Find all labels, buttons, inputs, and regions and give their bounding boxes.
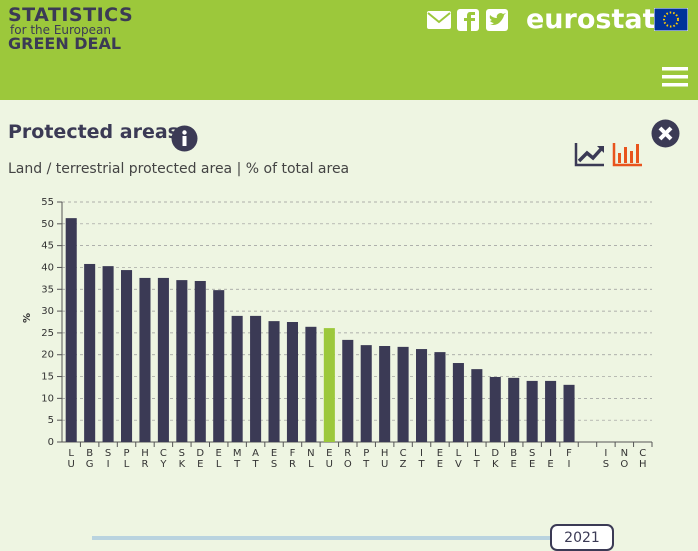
x-tick-label: EL: [213, 448, 224, 470]
x-tick-label: FI: [564, 448, 575, 470]
bar: [526, 380, 538, 442]
x-tick-label: ES: [269, 448, 280, 470]
y-tick-label: 55: [41, 197, 54, 208]
y-tick-label: 10: [41, 393, 54, 404]
x-tick-label: EE: [434, 448, 445, 470]
bar: [508, 377, 520, 442]
bar: [452, 363, 464, 442]
bar: [84, 263, 96, 442]
x-tick-label: SE: [527, 448, 538, 470]
bar: [213, 290, 225, 442]
x-tick-label: HR: [139, 448, 150, 470]
header: STATISTICS for the European GREEN DEAL e…: [0, 0, 698, 100]
x-tick-label: PT: [361, 448, 372, 470]
year-label: 2021: [564, 530, 600, 546]
bar: [471, 369, 483, 442]
x-tick-label: IE: [545, 448, 556, 470]
info-button[interactable]: [171, 125, 198, 152]
y-tick-label: 35: [41, 284, 54, 295]
chart: % 0 5 10 15 20 25 30 35 40 45 50 55 LU BG SI PL HR CY SK DE…: [22, 197, 653, 470]
year-slider[interactable]: 2021: [0, 520, 698, 551]
y-tick-label: 15: [41, 372, 54, 383]
x-tick-label: DK: [490, 448, 501, 470]
bar: [268, 321, 280, 442]
y-axis-label: %: [22, 313, 33, 323]
x-tick-label: PL: [121, 448, 132, 470]
bar: [416, 349, 428, 442]
bar: [379, 346, 391, 442]
x-tick-label: LT: [471, 448, 482, 470]
y-tick-label: 40: [41, 262, 54, 273]
menu-button[interactable]: [662, 66, 688, 88]
x-tick-label: CY: [158, 448, 169, 470]
eu-flag: [654, 8, 688, 31]
x-tick-label: NL: [305, 448, 316, 470]
bar: [139, 277, 151, 442]
bar: [157, 277, 169, 442]
bar: [305, 326, 317, 442]
bar: [102, 266, 114, 442]
x-tick-label: DE: [195, 448, 206, 470]
chart-title: Protected areas: [8, 121, 179, 143]
x-tick-label: IT: [416, 448, 427, 470]
y-tick-label: 30: [41, 306, 54, 317]
bar: [176, 280, 188, 442]
x-tick-label: NO: [619, 448, 630, 470]
bar: [397, 346, 409, 442]
y-tick-label: 0: [48, 437, 54, 448]
bar: [121, 270, 133, 442]
x-tick-label: BG: [84, 448, 95, 470]
chart-subtitle: Land / terrestrial protected area | % of…: [8, 161, 350, 177]
x-tick-label: HU: [379, 448, 390, 470]
x-tick-label: IS: [600, 448, 611, 470]
brand: eurostat: [526, 4, 656, 35]
x-tick-label: SI: [103, 448, 114, 470]
x-tick-label: RO: [342, 448, 353, 470]
bar: [286, 322, 298, 442]
y-tick-label: 50: [41, 219, 54, 230]
bar: [434, 352, 446, 442]
x-tick-label: CZ: [398, 448, 409, 470]
logo-line: GREEN DEAL: [8, 34, 122, 53]
bar: [323, 328, 335, 442]
chart-type-toggle[interactable]: [574, 141, 644, 167]
x-tick-label: FR: [287, 448, 298, 470]
bar: [360, 345, 372, 442]
x-tick-label: LU: [66, 448, 77, 470]
x-tick-label: LV: [453, 448, 464, 470]
bar: [545, 380, 557, 442]
y-tick-label: 45: [41, 241, 54, 252]
bar: [194, 280, 206, 442]
share-icons[interactable]: [426, 8, 512, 34]
x-tick-label: CH: [637, 448, 648, 470]
x-tick-label: EU: [324, 448, 335, 470]
logo-line: STATISTICS: [8, 4, 134, 26]
x-tick-label: SK: [176, 448, 187, 470]
bar: [342, 339, 354, 442]
bar: [250, 315, 262, 442]
x-tick-label: BE: [508, 448, 519, 470]
y-tick-label: 20: [41, 350, 54, 361]
bar: [231, 315, 243, 442]
bar: [65, 218, 77, 442]
logo-line: for the European: [10, 23, 111, 37]
bar: [563, 384, 575, 442]
x-tick-label: MT: [232, 448, 243, 470]
y-tick-label: 5: [48, 415, 54, 426]
y-tick-label: 25: [41, 328, 54, 339]
x-tick-label: AT: [250, 448, 261, 470]
bar: [489, 376, 501, 442]
close-button[interactable]: [651, 119, 680, 148]
